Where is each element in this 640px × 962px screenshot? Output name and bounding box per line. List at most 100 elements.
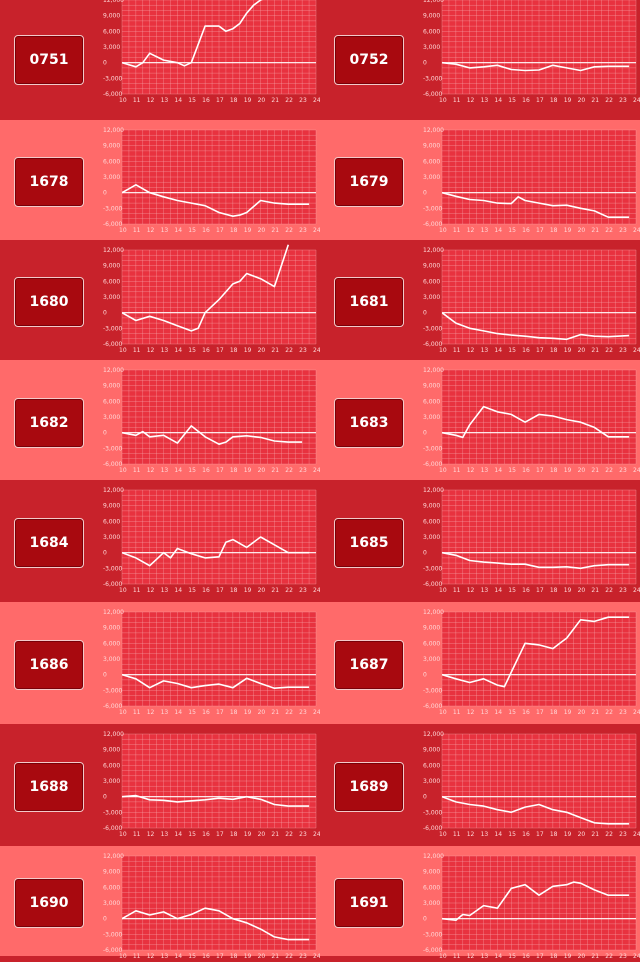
x-tick-label: 19 [564,347,572,354]
x-tick-label: 15 [508,709,516,716]
y-tick-label: 9,000 [423,747,440,754]
y-tick-label: 3,000 [103,44,120,51]
x-tick-label: 23 [619,347,627,354]
machine-id-button[interactable]: 1678 [14,157,84,207]
x-tick-label: 13 [161,347,169,354]
machine-cell: 1687 12,000 9,000 6,000 3,000 0 -3,000 -6,000 10… [320,602,640,724]
x-tick-label: 19 [564,709,572,716]
x-tick-label: 10 [439,709,447,716]
x-tick-label: 23 [299,587,307,594]
x-tick-label: 15 [508,587,516,594]
x-tick-label: 13 [161,953,169,960]
x-tick-label: 13 [161,227,169,234]
x-tick-label: 19 [244,347,252,354]
series-line [122,794,310,807]
y-tick-label: -3,000 [423,75,443,82]
machine-cell: 1691 12,000 9,000 6,000 3,000 0 -3,000 -6,000 10… [320,846,640,960]
machine-id-button[interactable]: 1683 [334,398,404,448]
x-tick-label: 23 [299,831,307,838]
x-tick-label: 24 [313,97,320,104]
x-tick-label: 12 [467,97,475,104]
x-tick-label: 14 [174,97,182,104]
x-tick-label: 18 [230,831,238,838]
x-tick-label: 19 [564,953,572,960]
x-tick-label: 11 [133,953,141,960]
machine-id-button[interactable]: 1680 [14,277,84,327]
y-tick-label: 3,000 [103,900,120,907]
x-tick-label: 22 [605,831,613,838]
machine-id-button[interactable]: 1679 [334,157,404,207]
y-tick-label: 12,000 [103,487,124,494]
x-tick-label: 24 [313,831,320,838]
x-tick-label: 10 [439,97,447,104]
series-line [122,425,303,445]
x-tick-label: 24 [633,97,640,104]
machine-id-button[interactable]: 1687 [334,640,404,690]
x-tick-label: 11 [133,831,141,838]
x-tick-label: 19 [244,227,252,234]
machine-id-button[interactable]: 1681 [334,277,404,327]
y-tick-label: 12,000 [423,367,444,374]
x-tick-label: 21 [591,227,599,234]
y-tick-label: 6,000 [423,518,440,525]
machine-cell: 1690 12,000 9,000 6,000 3,000 0 -3,000 -6,000 10… [0,846,320,960]
machine-id-button[interactable]: 1688 [14,762,84,812]
x-tick-label: 23 [619,227,627,234]
y-tick-label: 12,000 [103,367,124,374]
machine-id-button[interactable]: 0752 [334,35,404,85]
machine-cell: 1680 12,000 9,000 6,000 3,000 0 -3,000 -6,000 10… [0,240,320,360]
y-tick-label: 9,000 [423,869,440,876]
x-tick-label: 22 [285,831,293,838]
x-tick-label: 12 [467,587,475,594]
machine-id-button[interactable]: 1685 [334,518,404,568]
y-tick-label: 9,000 [423,143,440,150]
x-tick-label: 23 [619,467,627,474]
y-tick-label: 0 [103,550,107,557]
x-tick-label: 22 [605,347,613,354]
y-tick-label: -3,000 [423,445,443,452]
x-tick-label: 20 [258,97,266,104]
x-tick-label: 14 [494,953,502,960]
x-tick-label: 16 [202,467,210,474]
y-tick-label: 12,000 [423,0,444,4]
y-tick-label: 0 [423,672,427,679]
x-tick-label: 22 [605,587,613,594]
series-line [442,551,630,570]
x-tick-label: 16 [202,97,210,104]
series-line [122,673,310,689]
y-tick-label: 9,000 [103,143,120,150]
x-tick-label: 15 [508,953,516,960]
x-tick-label: 18 [550,97,558,104]
y-tick-label: -3,000 [103,205,123,212]
machine-id-button[interactable]: 1684 [14,518,84,568]
x-tick-label: 16 [522,587,530,594]
machine-id-button[interactable]: 0751 [14,35,84,85]
y-tick-label: -3,000 [423,809,443,816]
x-tick-label: 14 [174,227,182,234]
x-tick-label: 10 [119,709,127,716]
x-tick-label: 21 [591,467,599,474]
y-tick-label: 12,000 [103,247,124,254]
y-tick-label: 3,000 [103,294,120,301]
x-tick-label: 14 [174,467,182,474]
y-tick-label: 0 [423,794,427,801]
y-tick-label: -6,000 [423,341,443,348]
machine-id-button[interactable]: 1690 [14,878,84,928]
machine-cell: 1685 12,000 9,000 6,000 3,000 0 -3,000 -6,000 10… [320,480,640,602]
x-tick-label: 11 [453,953,461,960]
machine-id-button[interactable]: 1682 [14,398,84,448]
machine-id-button[interactable]: 1686 [14,640,84,690]
x-tick-label: 12 [147,467,155,474]
machine-id-button[interactable]: 1689 [334,762,404,812]
y-tick-label: 0 [423,310,427,317]
x-tick-label: 11 [133,347,141,354]
x-tick-label: 13 [161,587,169,594]
x-tick-label: 19 [244,709,252,716]
machine-id-button[interactable]: 1691 [334,878,404,928]
y-tick-label: 12,000 [103,609,124,616]
x-tick-label: 16 [202,709,210,716]
x-tick-label: 15 [508,97,516,104]
